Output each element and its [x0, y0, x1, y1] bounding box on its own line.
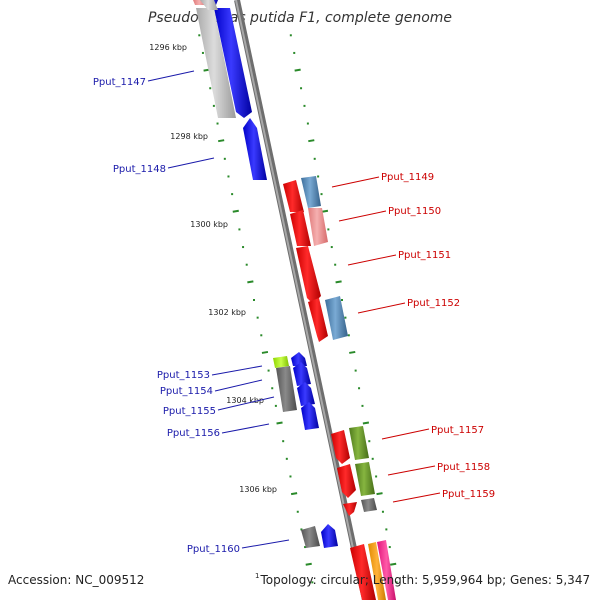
gene-feature-pput-1147[interactable]: [214, 8, 252, 118]
leader-line-pput-1156: [221, 423, 270, 434]
scale-tick: [232, 209, 239, 213]
gene-feature-pput-1159-grey[interactable]: [361, 498, 377, 512]
scale-tick: [321, 209, 329, 213]
gene-label-pput-1151[interactable]: Pput_1151: [398, 250, 451, 261]
gene-feature-pput-1148[interactable]: [243, 118, 267, 180]
scale-label: 1296 kbp: [149, 43, 187, 52]
leader-line-pput-1151: [347, 254, 397, 266]
leader-line-pput-1158: [387, 465, 436, 476]
gene-feature-pput-1149[interactable]: [283, 180, 304, 212]
gene-feature-pput-1155-b[interactable]: [293, 362, 311, 386]
scale-tick: [247, 280, 254, 284]
gene-feature-pput-1152[interactable]: [325, 296, 348, 340]
gene-feature-bottom-magenta[interactable]: [377, 540, 396, 600]
leader-line-pput-1154: [214, 379, 263, 392]
scale-label: 1306 kbp: [239, 485, 277, 494]
gene-label-pput-1158[interactable]: Pput_1158: [437, 462, 490, 473]
gene-label-pput-1155[interactable]: Pput_1155: [163, 406, 216, 417]
leader-line-pput-1155: [217, 396, 275, 411]
gene-feature-pput-1157[interactable]: [331, 430, 350, 464]
leader-lines: [147, 70, 441, 549]
gene-feature-pput-1146-partial[interactable]: [200, 0, 218, 10]
gene-label-pput-1156[interactable]: Pput_1156: [167, 428, 220, 439]
scale-tick: [349, 350, 356, 354]
scale-tick: [218, 139, 225, 143]
scale-tick: [294, 68, 301, 72]
map-title: Pseudomonas putida F1, complete genome: [148, 10, 452, 26]
scale-ticks: [198, 34, 398, 584]
scale-labels: 1296 kbp 1298 kbp 1300 kbp 1302 kbp 1304…: [149, 43, 277, 494]
scale-tick: [305, 562, 312, 566]
scale-tick: [335, 280, 342, 284]
scale-label: 1304 kbp: [226, 396, 264, 405]
gene-label-pput-1148[interactable]: Pput_1148: [113, 164, 166, 175]
scale-tick: [376, 492, 383, 496]
leader-line-pput-1150: [338, 210, 387, 222]
gene-feature-pput-1151[interactable]: [296, 246, 321, 304]
gene-feature-pput-1150[interactable]: [290, 210, 311, 246]
gene-features: [193, 0, 396, 600]
scale-label: 1302 kbp: [208, 308, 246, 317]
gene-feature-pput-1157-olive[interactable]: [349, 426, 369, 460]
gene-feature-pput-1156[interactable]: [301, 402, 319, 430]
gene-feature-pput-1158[interactable]: [337, 464, 356, 498]
footnote-marker: 1: [255, 572, 260, 580]
gene-feature-pput-1153[interactable]: [273, 356, 289, 368]
gene-feature-pput-1155-c[interactable]: [297, 382, 315, 406]
accession-text: Accession: NC_009512: [8, 573, 145, 587]
leader-line-pput-1148: [167, 157, 215, 169]
gene-feature-pput-1158-olive[interactable]: [355, 462, 375, 496]
gene-feature-pput-1150-pink[interactable]: [308, 208, 328, 246]
gene-feature-pput-1159[interactable]: [343, 502, 357, 516]
gene-feature-bottom-orange[interactable]: [368, 542, 386, 600]
gene-feature-pput-1160-grey[interactable]: [301, 526, 320, 548]
gene-label-pput-1154[interactable]: Pput_1154: [160, 386, 213, 397]
gene-feature-pput-1155-a[interactable]: [291, 352, 307, 366]
leader-line-pput-1157: [381, 428, 430, 440]
gene-label-pput-1150[interactable]: Pput_1150: [388, 206, 441, 217]
gene-feature-pput-1154[interactable]: [276, 366, 297, 412]
gene-label-pput-1157[interactable]: Pput_1157: [431, 425, 484, 436]
genome-backbone-highlight: [235, 0, 365, 600]
gene-label-pput-1149[interactable]: Pput_1149: [381, 172, 434, 183]
leader-line-pput-1159: [392, 492, 441, 503]
gene-feature-pput-1152-red[interactable]: [308, 298, 328, 342]
gene-feature-pput-1160[interactable]: [321, 524, 338, 548]
scale-tick: [290, 492, 298, 496]
scale-tick: [308, 139, 315, 143]
leader-line-pput-1152: [357, 302, 406, 314]
gene-feature-grey-left[interactable]: [196, 8, 236, 118]
scale-tick: [276, 421, 283, 425]
topology-info: 1Topology: circular; Length: 5,959,964 b…: [255, 572, 591, 587]
scale-tick: [390, 562, 397, 566]
scale-label: 1298 kbp: [170, 132, 208, 141]
topology-text: Topology: circular; Length: 5,959,964 bp…: [260, 573, 591, 587]
scale-tick: [261, 350, 269, 354]
gene-label-pput-1159[interactable]: Pput_1159: [442, 489, 495, 500]
gene-feature-bottom-red[interactable]: [350, 544, 376, 600]
gene-label-pput-1152[interactable]: Pput_1152: [407, 298, 460, 309]
scale-tick: [362, 421, 370, 425]
leader-line-pput-1153: [211, 365, 263, 376]
gene-label-pput-1153[interactable]: Pput_1153: [157, 370, 210, 381]
scale-label: 1300 kbp: [190, 220, 228, 229]
gene-label-pput-1147[interactable]: Pput_1147: [93, 77, 146, 88]
gene-feature-pput-1149-steel[interactable]: [301, 176, 321, 208]
leader-line-pput-1147: [147, 70, 195, 82]
gene-labels: Pput_1147 Pput_1148 Pput_1149 Pput_1150 …: [93, 77, 495, 555]
leader-line-pput-1160: [241, 539, 290, 549]
leader-line-pput-1149: [331, 176, 380, 188]
gene-label-pput-1160[interactable]: Pput_1160: [187, 544, 240, 555]
